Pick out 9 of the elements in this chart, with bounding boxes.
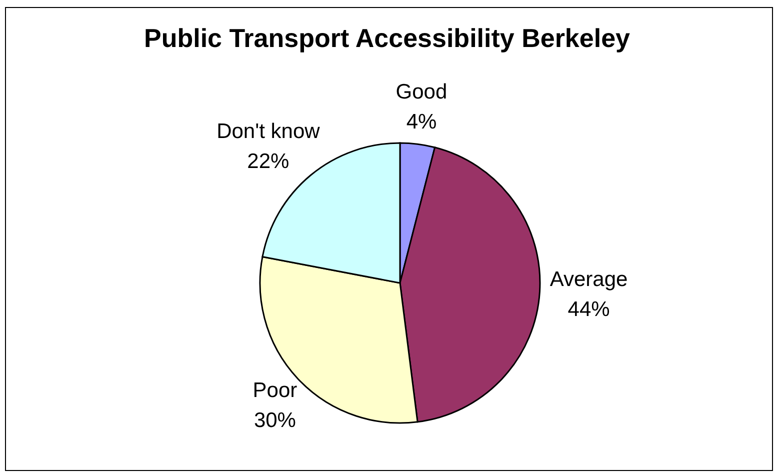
slice-label: Don't know	[216, 119, 321, 142]
data-label: 22%	[247, 149, 290, 172]
data-label: 30%	[254, 408, 296, 432]
data-label: 44%	[568, 298, 610, 321]
slice-label: Poor	[252, 378, 298, 402]
slice-label: Good	[396, 80, 448, 103]
data-label: 4%	[406, 110, 437, 133]
chart-title: Public Transport Accessibility Berkeley	[142, 23, 631, 53]
slice-label: Average	[550, 268, 628, 291]
